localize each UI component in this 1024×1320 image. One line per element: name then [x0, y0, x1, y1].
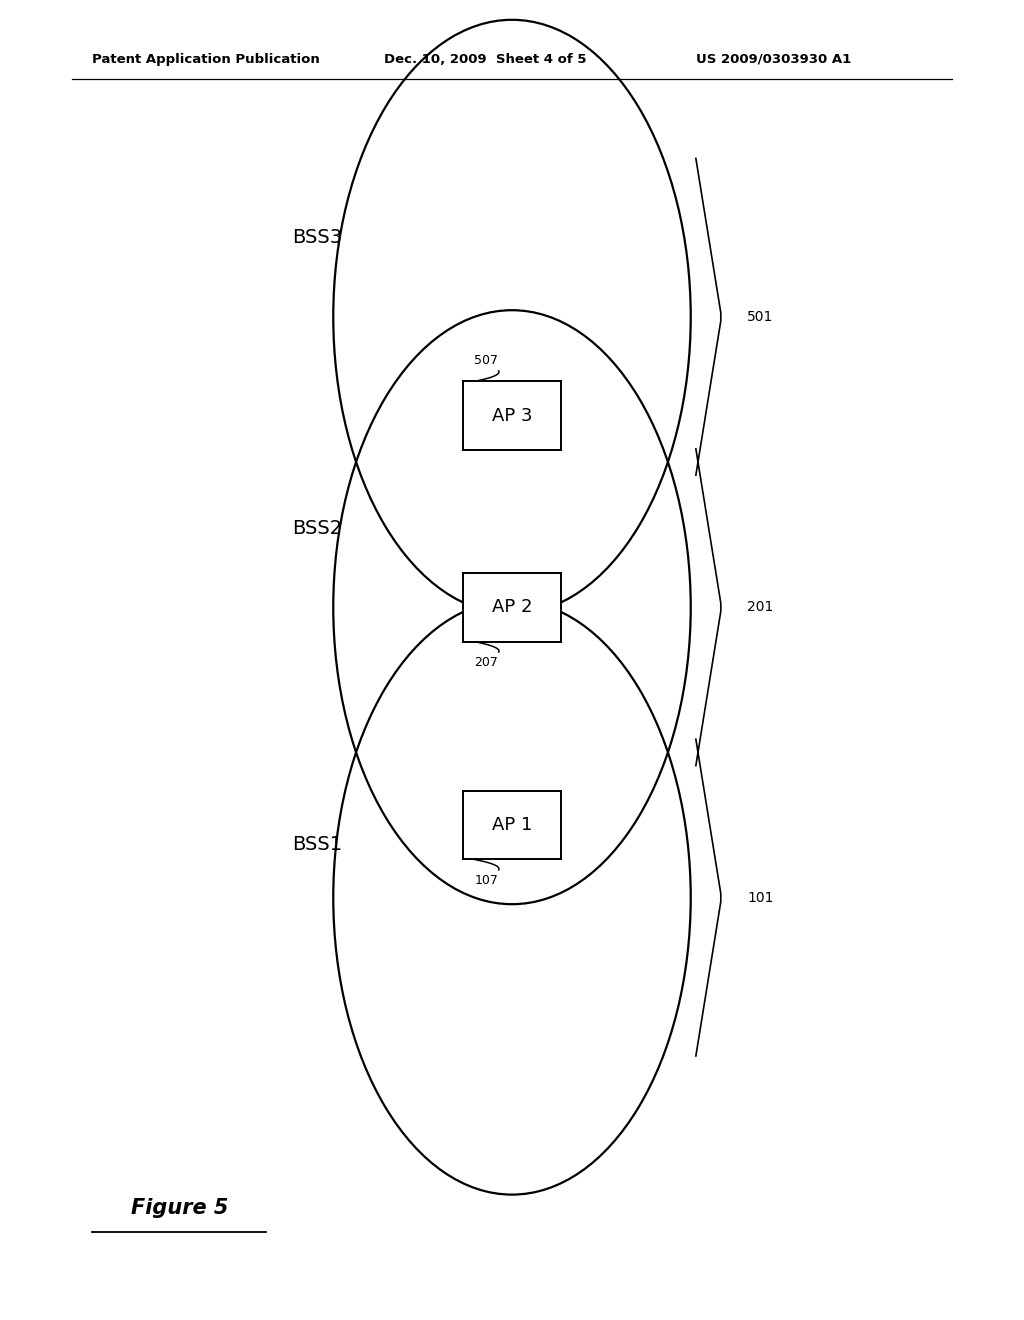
Text: BSS2: BSS2 — [293, 519, 342, 537]
FancyBboxPatch shape — [463, 573, 561, 642]
Text: 507: 507 — [474, 354, 499, 367]
Text: AP 1: AP 1 — [492, 816, 532, 834]
Text: AP 3: AP 3 — [492, 407, 532, 425]
FancyBboxPatch shape — [463, 791, 561, 859]
Text: BSS3: BSS3 — [293, 228, 342, 247]
Text: 101: 101 — [748, 891, 773, 904]
Text: Patent Application Publication: Patent Application Publication — [92, 53, 319, 66]
Text: Dec. 10, 2009  Sheet 4 of 5: Dec. 10, 2009 Sheet 4 of 5 — [384, 53, 587, 66]
Text: 107: 107 — [474, 874, 499, 887]
Text: Figure 5: Figure 5 — [130, 1197, 228, 1218]
Text: 501: 501 — [748, 310, 773, 323]
FancyBboxPatch shape — [463, 381, 561, 450]
Text: BSS1: BSS1 — [293, 836, 342, 854]
Text: US 2009/0303930 A1: US 2009/0303930 A1 — [696, 53, 852, 66]
Text: 207: 207 — [474, 656, 499, 669]
Text: 201: 201 — [748, 601, 773, 614]
Text: AP 2: AP 2 — [492, 598, 532, 616]
